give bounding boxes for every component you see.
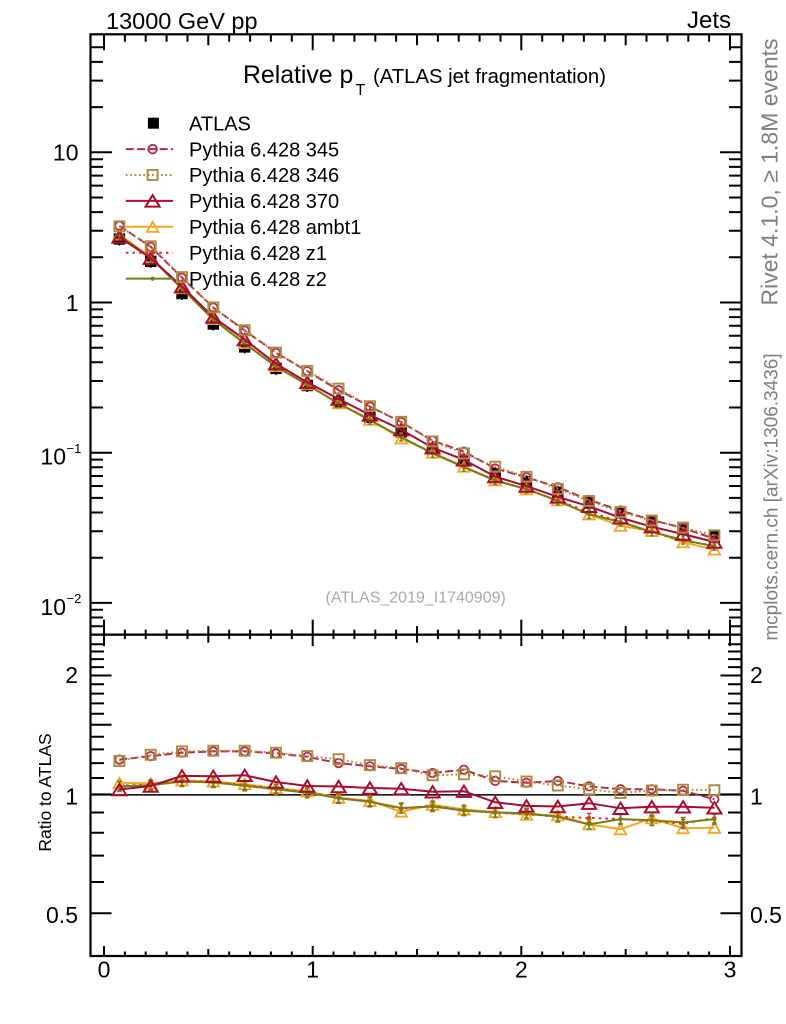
svg-text:Pythia 6.428 370: Pythia 6.428 370 [189,191,339,213]
svg-text:3: 3 [724,957,737,983]
svg-text:Ratio to ATLAS: Ratio to ATLAS [35,733,55,851]
svg-text:2: 2 [750,662,763,688]
svg-text:1: 1 [65,784,78,810]
svg-text:2: 2 [515,957,528,983]
svg-text:Pythia 6.428 z2: Pythia 6.428 z2 [189,269,327,291]
svg-text:(ATLAS_2019_I1740909): (ATLAS_2019_I1740909) [326,590,506,607]
svg-text:0.5: 0.5 [46,902,78,928]
svg-text:10: 10 [53,140,79,166]
svg-text:Pythia 6.428 z1: Pythia 6.428 z1 [189,243,327,265]
svg-text:1: 1 [306,957,319,983]
svg-text:(ATLAS jet fragmentation): (ATLAS jet fragmentation) [373,66,606,88]
svg-text:−1: −1 [67,441,82,456]
svg-text:1: 1 [66,290,79,316]
svg-text:10: 10 [40,444,66,470]
svg-text:Pythia 6.428 ambt1: Pythia 6.428 ambt1 [189,217,361,239]
svg-text:Rivet 4.1.0, ≥ 1.8M events: Rivet 4.1.0, ≥ 1.8M events [757,38,783,305]
svg-text:Relative p: Relative p [243,62,353,89]
svg-text:−2: −2 [67,591,82,606]
svg-text:Pythia 6.428 345: Pythia 6.428 345 [189,139,339,161]
svg-text:Jets: Jets [687,7,731,34]
svg-text:mcplots.cern.ch [arXiv:1306.34: mcplots.cern.ch [arXiv:1306.3436] [762,353,783,640]
svg-text:1: 1 [750,784,763,810]
svg-text:0.5: 0.5 [750,902,782,928]
svg-text:2: 2 [65,662,78,688]
svg-text:Pythia 6.428 346: Pythia 6.428 346 [189,165,339,187]
svg-text:10: 10 [40,594,66,620]
svg-text:0: 0 [98,957,111,983]
svg-text:ATLAS: ATLAS [189,113,251,135]
svg-text:13000 GeV pp: 13000 GeV pp [106,8,258,34]
svg-text:T: T [356,82,366,99]
